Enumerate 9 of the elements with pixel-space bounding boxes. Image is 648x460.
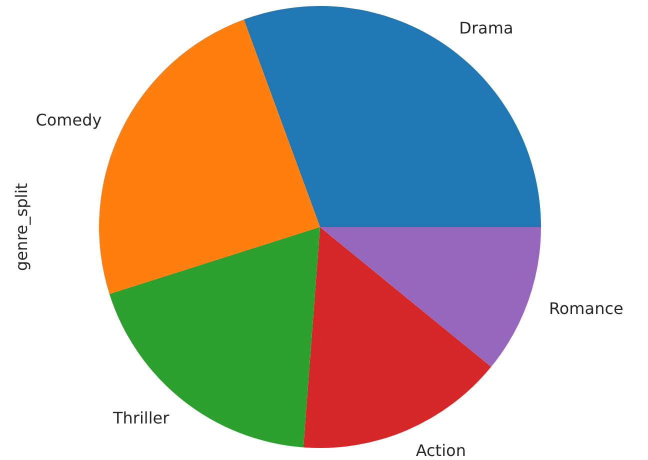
text: genre_split bbox=[12, 183, 31, 271]
slice-label: Action bbox=[416, 441, 466, 460]
slice-label: Thriller bbox=[112, 408, 170, 428]
slice-label: Romance bbox=[548, 299, 624, 318]
pie-slice bbox=[109, 227, 320, 448]
slice-label: Comedy bbox=[36, 110, 102, 130]
pie-slice bbox=[244, 6, 541, 227]
pie-slice bbox=[320, 227, 541, 367]
slice-label: Drama bbox=[459, 18, 514, 38]
